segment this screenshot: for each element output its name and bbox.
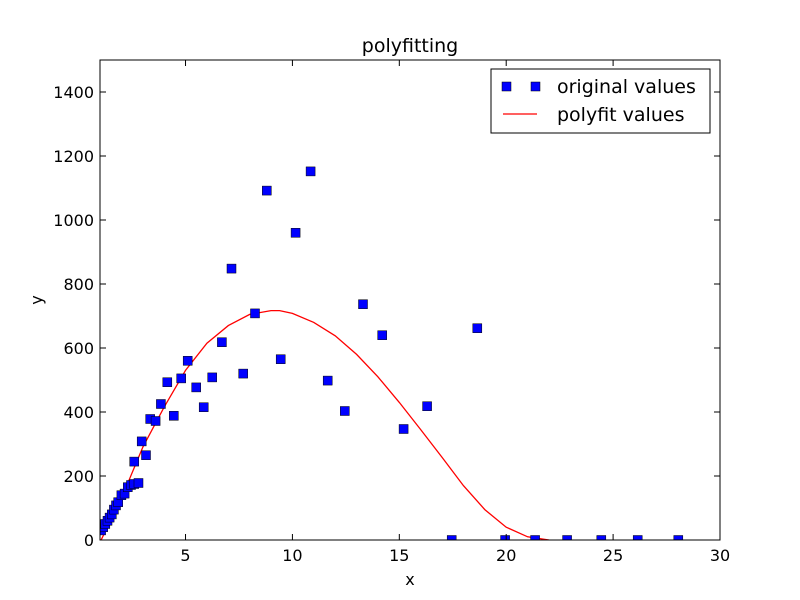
- data-point: [150, 416, 161, 426]
- data-point: [398, 424, 409, 434]
- data-point: [156, 399, 166, 409]
- y-tick-label: 1000: [53, 211, 94, 230]
- legend-marker-original: [530, 81, 541, 92]
- data-point: [275, 354, 286, 364]
- data-point: [340, 406, 350, 416]
- x-tick-label: 10: [282, 546, 302, 565]
- plot-frame: [99, 59, 721, 541]
- x-tick-label: 5: [180, 546, 190, 565]
- data-point: [500, 535, 510, 540]
- data-point: [191, 382, 201, 393]
- plot-area: [100, 166, 684, 540]
- data-point: [129, 456, 139, 467]
- y-tick-label: 200: [63, 467, 94, 486]
- legend-box: [490, 68, 711, 134]
- data-point: [141, 450, 151, 460]
- data-point: [596, 535, 607, 540]
- data-point: [136, 436, 147, 447]
- data-point: [562, 535, 572, 540]
- data-point: [182, 356, 193, 366]
- data-point: [176, 373, 186, 384]
- data-point: [262, 185, 272, 196]
- data-point: [250, 308, 260, 319]
- data-point: [290, 228, 301, 238]
- data-point: [238, 368, 248, 379]
- data-point: [673, 535, 684, 540]
- axes: 5 10 15 20 25 30 0 200 400 600 800 1000 1200 1400: [53, 60, 730, 565]
- data-point: [198, 402, 209, 412]
- data-point: [133, 478, 144, 488]
- legend-marker-original: [501, 81, 512, 92]
- data-point: [530, 535, 540, 540]
- x-tick-label: 15: [389, 546, 409, 565]
- data-point: [632, 535, 643, 540]
- data-point: [422, 401, 432, 411]
- data-point: [207, 372, 217, 383]
- legend-label-original-values: original values: [557, 76, 696, 98]
- data-point: [226, 263, 237, 274]
- data-point: [446, 535, 457, 540]
- legend-label-polyfit-values: polyfit values: [557, 104, 684, 126]
- y-axis-label: y: [27, 295, 46, 304]
- data-point: [217, 337, 227, 347]
- y-tick-label: 1200: [53, 147, 94, 166]
- data-point: [377, 330, 387, 340]
- data-point: [358, 299, 368, 309]
- y-tick-label: 600: [63, 339, 94, 358]
- data-point: [322, 375, 333, 386]
- y-tick-label: 1400: [53, 83, 94, 102]
- y-tick-label: 800: [63, 275, 94, 294]
- x-tick-label: 25: [603, 546, 623, 565]
- data-point: [162, 377, 173, 387]
- x-axis-label: x: [405, 570, 414, 589]
- data-point: [169, 411, 179, 421]
- chart-title: polyfitting: [362, 35, 458, 57]
- x-tick-label: 30: [710, 546, 730, 565]
- y-tick-label: 400: [63, 403, 94, 422]
- legend: original values polyfit values: [490, 68, 711, 134]
- data-point: [472, 323, 483, 333]
- polyfit-line: [100, 309, 558, 540]
- data-point: [305, 166, 316, 177]
- x-tick-label: 20: [496, 546, 516, 565]
- y-tick-label: 0: [84, 531, 94, 550]
